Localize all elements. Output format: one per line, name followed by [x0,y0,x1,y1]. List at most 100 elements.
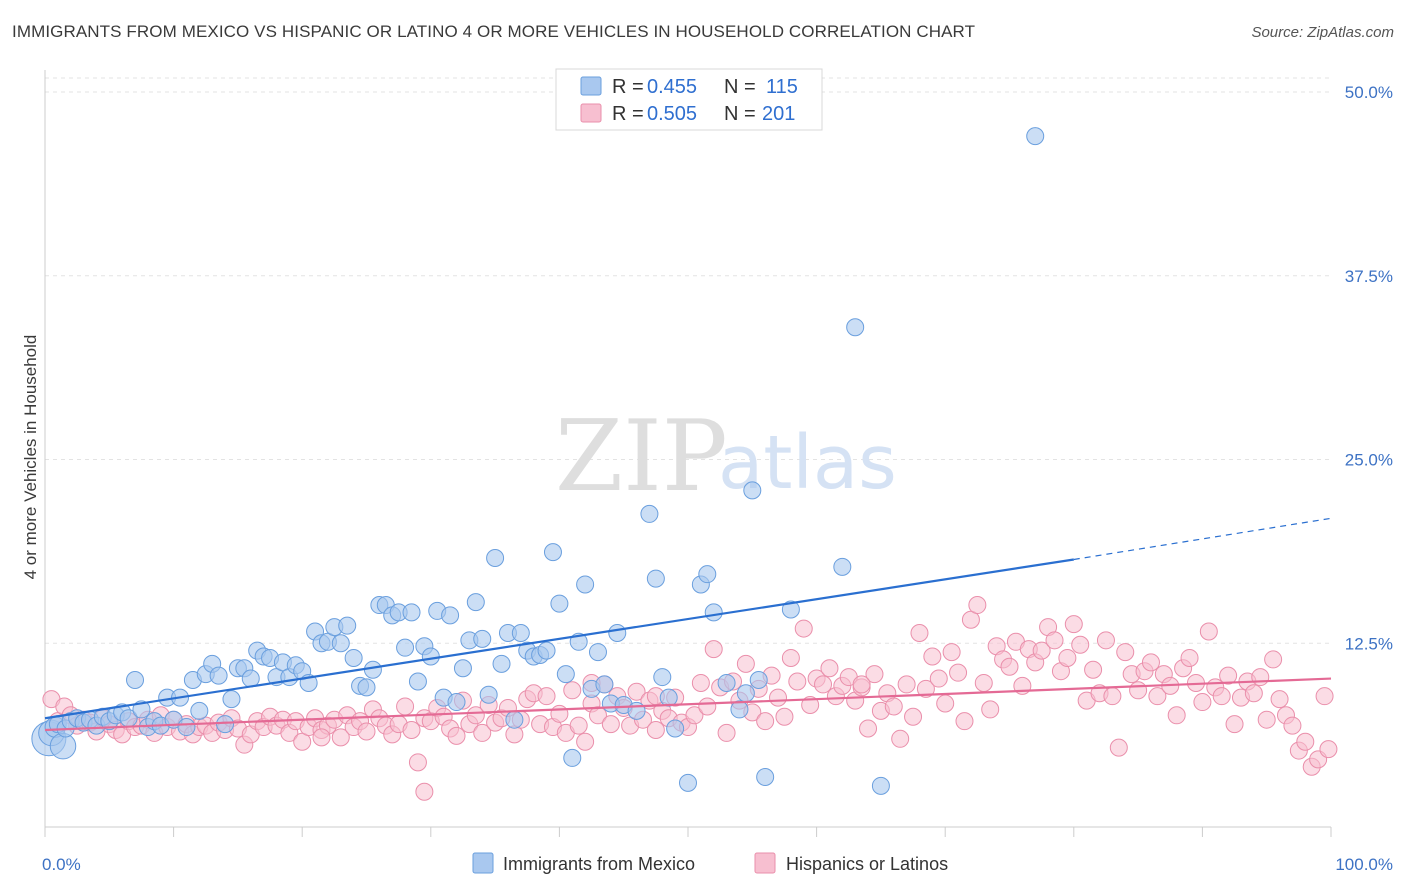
data-point-mexico [646,569,665,588]
bottom-legend-swatch-pink [754,852,776,874]
stats-legend-n-value: 115 [766,76,798,98]
data-point-hispanics [1212,687,1231,706]
data-point-hispanics [576,732,595,751]
data-point-mexico [453,659,472,678]
data-point-hispanics [1141,653,1160,672]
data-point-hispanics [852,675,871,694]
data-point-mexico [492,654,511,673]
y-tick-labels: 12.5% 25.0% 37.5% 50.0% [1345,83,1393,653]
data-point-mexico [736,684,755,703]
data-point-mexico [396,638,415,657]
data-point-mexico [537,641,556,660]
data-point-mexico [730,700,749,719]
data-point-mexico [421,647,440,666]
data-point-hispanics [769,688,788,707]
stats-legend-swatch-pink [580,103,602,123]
data-point-mexico [595,675,614,694]
data-point-mexico [550,594,569,613]
data-point-hispanics [698,697,717,716]
trend-line-hispanics [44,677,1332,732]
x-tick-marks [44,827,1332,837]
data-point-mexico [357,678,376,697]
data-point-hispanics [923,647,942,666]
data-point-hispanics [897,675,916,694]
data-point-hispanics [1270,690,1289,709]
data-point-hispanics [1219,666,1238,685]
trend-lines [44,517,1332,732]
stats-legend-n-label: N = [724,76,756,98]
data-point-hispanics [569,716,588,735]
data-point-hispanics [396,697,415,716]
data-point-hispanics [537,687,556,706]
data-point-hispanics [936,694,955,713]
data-point-mexico [511,623,530,642]
data-point-hispanics [942,643,961,662]
data-point-hispanics [1116,643,1135,662]
data-point-mexico [447,693,466,712]
data-point-mexico [704,603,723,622]
data-point-hispanics [1251,668,1270,687]
data-point-mexico [653,668,672,687]
data-point-hispanics [1129,681,1148,700]
data-point-hispanics [1257,710,1276,729]
data-point-mexico [177,718,196,737]
data-point-hispanics [736,654,755,673]
data-point-mexico [608,623,627,642]
trend-line-mexico-extension [1073,517,1332,561]
stats-legend-r-value: 0.505 [647,103,697,125]
data-point-hispanics [685,706,704,725]
data-point-mexico [505,710,524,729]
y-tick-label: 12.5% [1345,634,1393,653]
data-point-mexico [363,660,382,679]
data-point-hispanics [1045,631,1064,650]
data-point-hispanics [1315,687,1334,706]
data-point-hispanics [968,596,987,615]
bottom-legend: Immigrants from Mexico Hispanics or Lati… [472,852,948,874]
data-point-hispanics [981,700,1000,719]
data-point-hispanics [402,720,421,739]
data-point-hispanics [910,623,929,642]
data-point-mexico [743,481,762,500]
data-point-mexico [486,549,505,568]
data-point-mexico [576,575,595,594]
data-point-hispanics [408,753,427,772]
data-point-hispanics [904,707,923,726]
data-point-hispanics [1032,641,1051,660]
data-point-hispanics [627,682,646,701]
grid-lines [45,77,1331,644]
data-point-mexico [1026,127,1045,146]
data-point-hispanics [801,695,820,714]
data-point-mexico [126,671,145,690]
y-tick-label: 37.5% [1345,267,1393,286]
data-point-mexico [402,603,421,622]
data-point-hispanics [646,720,665,739]
y-tick-label: 50.0% [1345,83,1393,102]
data-point-hispanics [1148,687,1167,706]
data-point-hispanics [717,723,736,742]
data-point-hispanics [312,728,331,747]
data-point-hispanics [550,704,569,723]
y-tick-label: 25.0% [1345,451,1393,470]
data-point-mexico [871,776,890,795]
data-point-mexico [679,773,697,792]
data-point-mexico [666,719,685,738]
y-axis-label: 4 or more Vehicles in Household [21,335,40,580]
data-point-mexico [473,629,492,648]
data-point-hispanics [1319,740,1338,759]
stats-legend-r-label: R = [612,76,644,98]
data-point-mexico [543,543,562,562]
data-point-hispanics [794,619,813,638]
data-point-hispanics [1180,648,1199,667]
x-tick-label-min: 0.0% [42,855,81,874]
data-point-hispanics [775,707,794,726]
data-point-hispanics [331,728,350,747]
data-point-hispanics [781,648,800,667]
watermark: ZIP atlas [555,400,897,514]
data-point-mexico [659,688,678,707]
data-point-mexico [563,748,582,767]
data-point-hispanics [1103,687,1122,706]
data-point-hispanics [884,697,903,716]
data-point-mexico [344,648,363,667]
data-point-mexico [781,600,800,619]
data-point-mexico [556,665,575,684]
